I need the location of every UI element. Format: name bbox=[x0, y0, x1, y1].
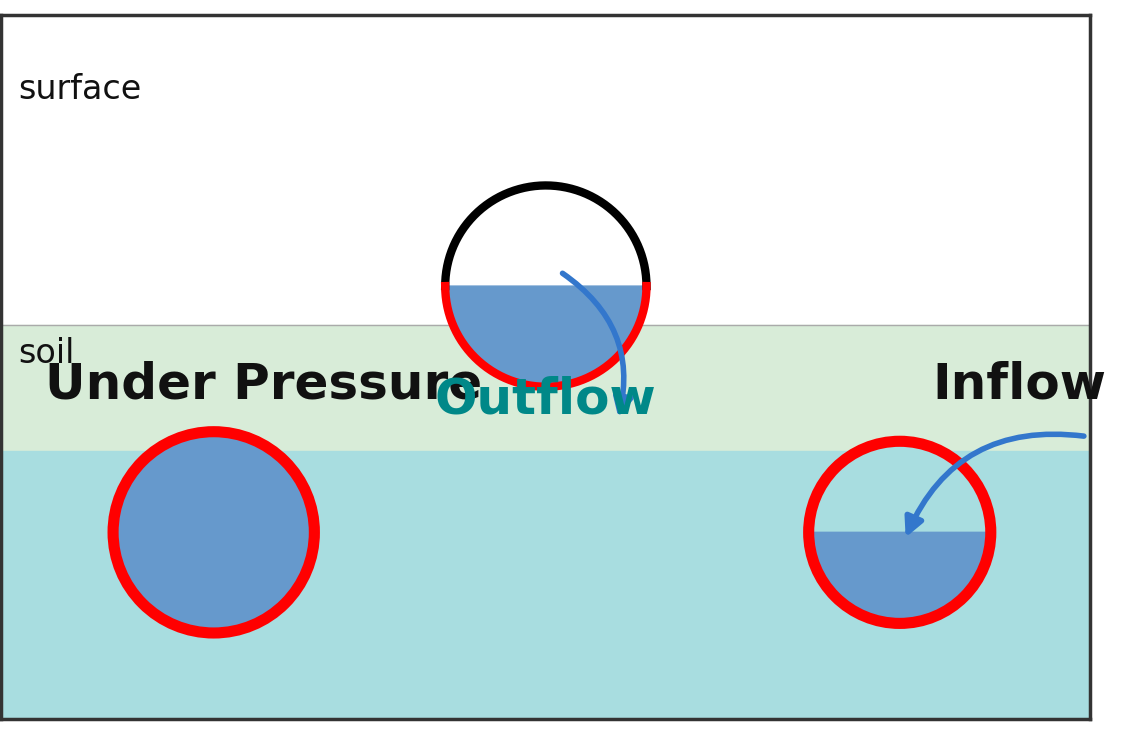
Bar bbox=[1, 451, 1091, 719]
Text: Inflow: Inflow bbox=[933, 360, 1106, 409]
Bar bbox=[1, 15, 1091, 324]
Text: Under Pressure: Under Pressure bbox=[45, 360, 482, 409]
Circle shape bbox=[114, 432, 315, 633]
Text: surface: surface bbox=[18, 73, 142, 106]
Polygon shape bbox=[809, 532, 991, 623]
Text: Outflow: Outflow bbox=[435, 375, 657, 424]
Bar bbox=[1, 324, 1091, 451]
Polygon shape bbox=[445, 286, 646, 387]
Text: soil: soil bbox=[18, 338, 75, 371]
Polygon shape bbox=[809, 441, 991, 532]
